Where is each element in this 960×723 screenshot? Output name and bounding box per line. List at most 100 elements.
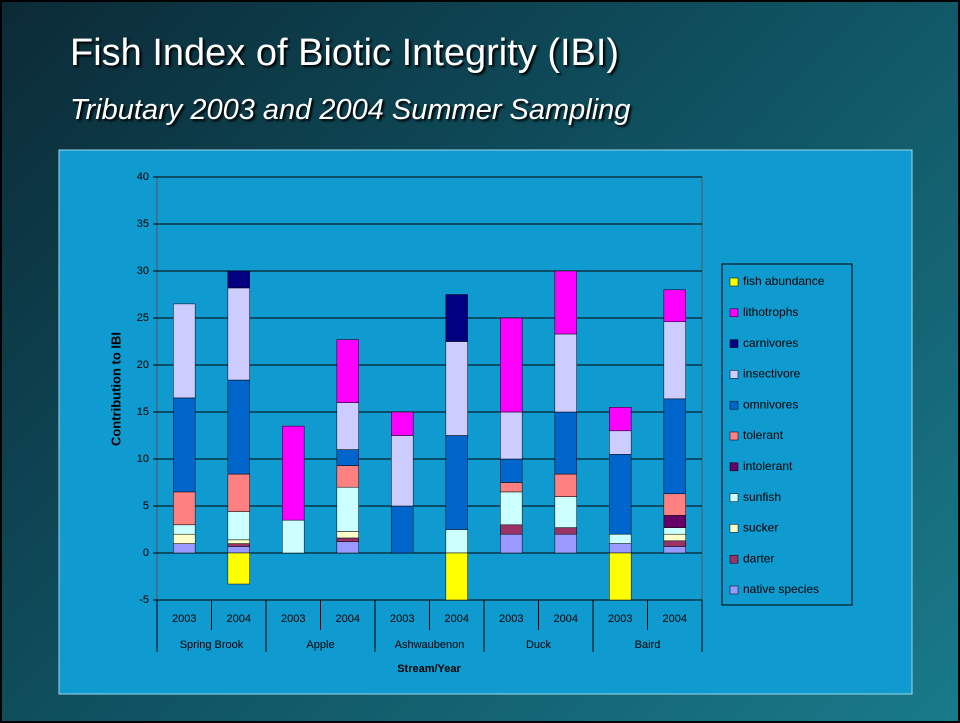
legend-swatch [729,493,739,502]
legend-swatch [729,370,739,379]
bar-segment [554,527,577,535]
bar-segment [336,537,359,542]
bar-segment [554,473,577,497]
legend-label: sucker [743,521,778,535]
x-tick-label: 2003 [390,613,414,625]
y-tick-label: 10 [137,453,149,465]
bar-segment [609,407,632,432]
y-tick-label: 30 [137,265,149,277]
x-group-label: Ashwaubenon [395,639,465,651]
bar-segment [554,411,577,475]
bar-segment [609,430,632,455]
x-tick-label: 2004 [336,613,360,625]
bar-segment [445,435,468,530]
bar-segment [282,425,305,521]
y-tick-label: -5 [139,594,149,606]
x-group-label: Baird [635,639,661,651]
legend-label: darter [743,551,774,565]
x-tick-label: 2003 [499,613,523,625]
slide-title: Fish Index of Biotic Integrity (IBI) [70,32,620,74]
x-group-label: Apple [306,639,334,651]
legend-swatch [729,431,739,441]
bar-segment [663,321,686,400]
bar-segment [336,531,359,539]
bar-segment [336,402,359,450]
legend-swatch [729,400,739,410]
bar-segment [445,529,468,554]
bar-segment [663,527,686,535]
legend-swatch [729,308,739,318]
legend-label: sunfish [743,490,781,504]
x-tick-label: 2003 [608,613,632,625]
bar-segment [391,411,414,436]
legend-label: fish abundance [743,274,825,288]
bar-segment [227,543,250,547]
bar-segment [609,543,632,554]
y-axis-label: Contribution to IBI [108,332,123,446]
bar-segment [173,533,196,544]
bar-segment [500,411,523,460]
bar-segment [663,289,686,323]
bar-segment [500,482,523,493]
bar-segment [663,533,686,542]
bar-segment [609,454,632,535]
x-group-label: Duck [526,639,552,651]
legend-swatch [729,462,739,472]
x-tick-label: 2004 [445,613,469,625]
bar-segment [336,541,359,554]
legend-label: native species [743,582,819,596]
bar-segment [227,287,250,381]
x-axis-label: Stream/Year [397,663,461,675]
bar-segment [554,496,577,528]
bar-segment [663,398,686,495]
bar-segment [500,533,523,554]
legend-swatch [729,554,739,564]
bar-segment [173,543,196,554]
bar-segment [500,458,523,483]
legend-label: omnivores [743,397,798,411]
bar-segment [336,449,359,466]
bar-segment [554,533,577,554]
bar-segment [227,546,250,554]
bar-segment [173,303,196,399]
bar-segment [282,519,305,554]
bar-segment [336,486,359,532]
bar-segment [227,379,250,475]
legend [721,263,853,606]
legend-label: intolerant [743,459,793,473]
bar-segment [173,524,196,535]
x-tick-label: 2003 [281,613,305,625]
bar-segment [445,552,468,601]
bar-segment [173,397,196,493]
legend-swatch [729,585,739,595]
y-tick-label: 0 [143,547,149,559]
bar-segment [445,294,468,342]
legend-label: carnivores [743,336,798,350]
bar-segment [663,546,686,554]
bar-segment [609,533,632,544]
bar-segment [609,552,632,601]
x-tick-label: 2004 [663,613,687,625]
slide-subtitle: Tributary 2003 and 2004 Summer Sampling [70,94,631,126]
bar-segment [336,339,359,403]
bar-segment [500,317,523,413]
bar-segment [554,270,577,335]
legend-label: lithotrophs [743,305,798,319]
y-tick-label: 35 [137,218,149,230]
bar-segment [663,515,686,528]
bar-segment [227,270,250,289]
x-tick-label: 2004 [227,613,251,625]
y-tick-label: 20 [137,359,149,371]
legend-swatch [729,277,739,287]
x-tick-label: 2004 [554,613,578,625]
y-tick-label: 25 [137,312,149,324]
legend-label: tolerant [743,428,784,442]
x-tick-label: 2003 [172,613,196,625]
bar-segment [445,341,468,436]
bar-segment [227,473,250,512]
y-tick-label: 15 [137,406,149,418]
bar-segment [663,540,686,547]
legend-label: insectivore [743,367,801,381]
x-group-label: Spring Brook [180,639,244,651]
